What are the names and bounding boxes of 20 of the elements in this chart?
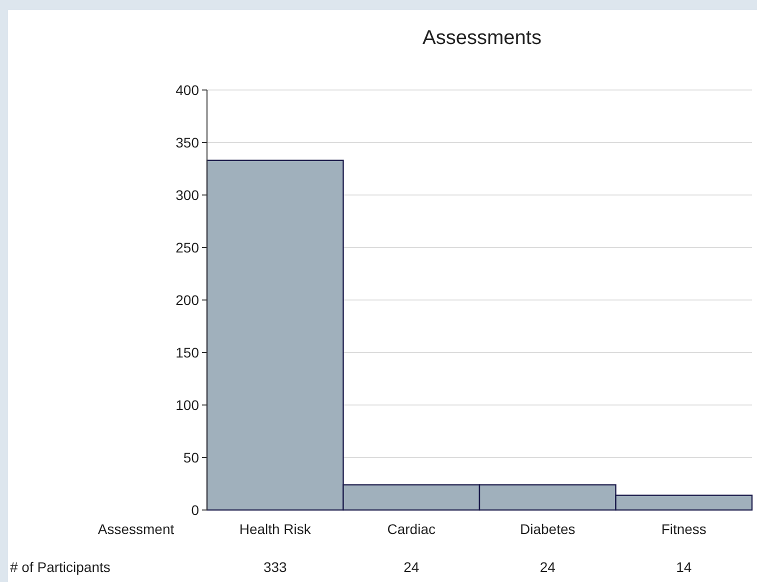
- y-tick-label: 300: [176, 186, 200, 203]
- x-tick-label: Fitness: [661, 521, 706, 537]
- y-tick-label: 250: [176, 239, 200, 256]
- y-tick-label: 50: [183, 449, 200, 466]
- y-tick-label: 0: [191, 502, 200, 518]
- x-tick-label: Cardiac: [387, 521, 436, 537]
- y-tick-label: 150: [176, 344, 200, 360]
- chart-title: Assessments: [422, 27, 542, 49]
- y-tick-label: 200: [176, 292, 200, 308]
- text: # of Participants: [10, 559, 110, 575]
- x-tick-label: Health Risk: [239, 521, 312, 537]
- data-label: 14: [676, 559, 692, 575]
- data-label: 24: [540, 559, 556, 575]
- y-tick-label: 350: [176, 134, 200, 150]
- y-tick-label: 100: [176, 396, 200, 413]
- x-tick-label: Diabetes: [520, 521, 576, 537]
- y-tick-label: 400: [176, 82, 200, 98]
- x-axis-title: Assessment: [98, 521, 174, 537]
- data-label: 24: [404, 559, 420, 575]
- data-label: 333: [263, 559, 288, 575]
